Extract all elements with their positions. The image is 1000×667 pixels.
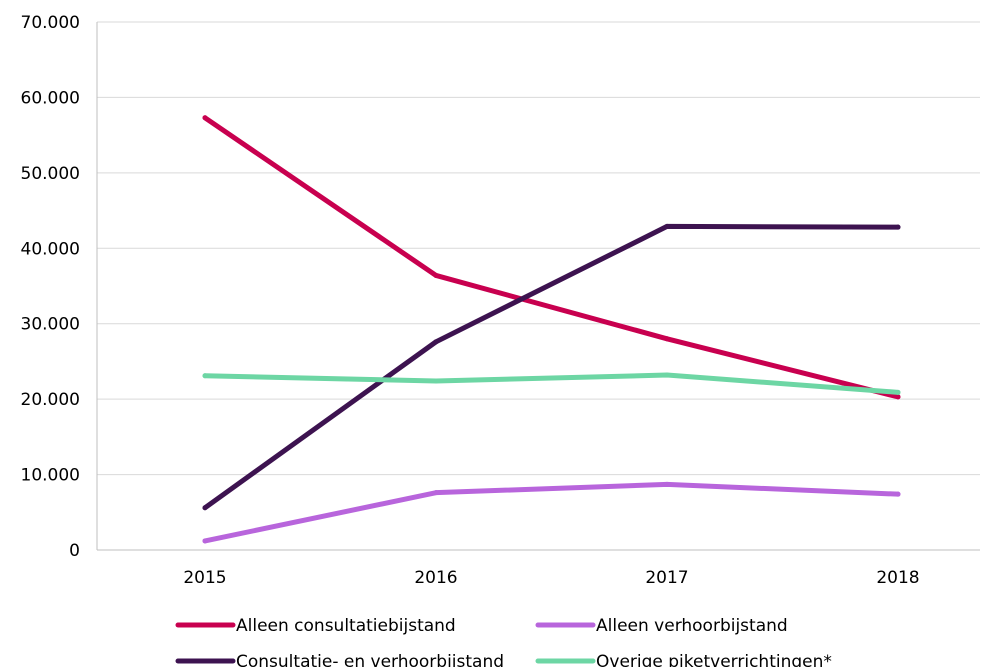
data-point — [433, 272, 439, 278]
y-tick-label: 70.000 — [21, 13, 80, 33]
series-line-2 — [202, 481, 901, 544]
x-tick-label: 2017 — [645, 568, 688, 588]
data-point — [202, 505, 208, 511]
y-axis-ticks: 0 10.000 20.000 30.000 40.000 50.000 60.000 70.… — [21, 13, 80, 561]
y-tick-label: 20.000 — [21, 390, 80, 410]
x-tick-label: 2016 — [414, 568, 457, 588]
x-tick-label: 2015 — [183, 568, 226, 588]
y-tick-label: 40.000 — [21, 239, 80, 259]
data-point — [433, 490, 439, 496]
legend-label-3: Consultatie- en verhoorbijstand — [236, 652, 504, 667]
data-point — [202, 538, 208, 544]
legend-label-1: Alleen consultatiebijstand — [236, 616, 456, 636]
y-tick-label: 60.000 — [21, 88, 80, 108]
y-tick-label: 10.000 — [21, 466, 80, 486]
data-point — [664, 223, 670, 229]
y-tick-label: 0 — [69, 541, 80, 561]
data-point — [895, 389, 901, 395]
legend-label-4: Overige piketverrichtingen* — [596, 652, 832, 667]
data-point — [895, 491, 901, 497]
series-line-1 — [202, 115, 901, 400]
data-point — [895, 224, 901, 230]
series-lines — [202, 115, 901, 544]
x-axis-ticks: 2015 2016 2017 2018 — [183, 568, 919, 588]
data-point — [202, 115, 208, 121]
legend: Alleen consultatiebijstand Alleen verhoor… — [175, 616, 832, 667]
data-point — [202, 373, 208, 379]
y-tick-label: 50.000 — [21, 164, 80, 184]
gridlines — [97, 21, 980, 476]
x-tick-label: 2018 — [876, 568, 919, 588]
data-point — [664, 481, 670, 487]
series-line-3 — [202, 223, 901, 511]
legend-label-2: Alleen verhoorbijstand — [596, 616, 788, 636]
data-point — [664, 372, 670, 378]
data-point — [433, 378, 439, 384]
series-line-4 — [202, 372, 901, 395]
data-point — [895, 394, 901, 400]
data-point — [433, 339, 439, 345]
y-tick-label: 30.000 — [21, 315, 80, 335]
data-point — [664, 336, 670, 342]
